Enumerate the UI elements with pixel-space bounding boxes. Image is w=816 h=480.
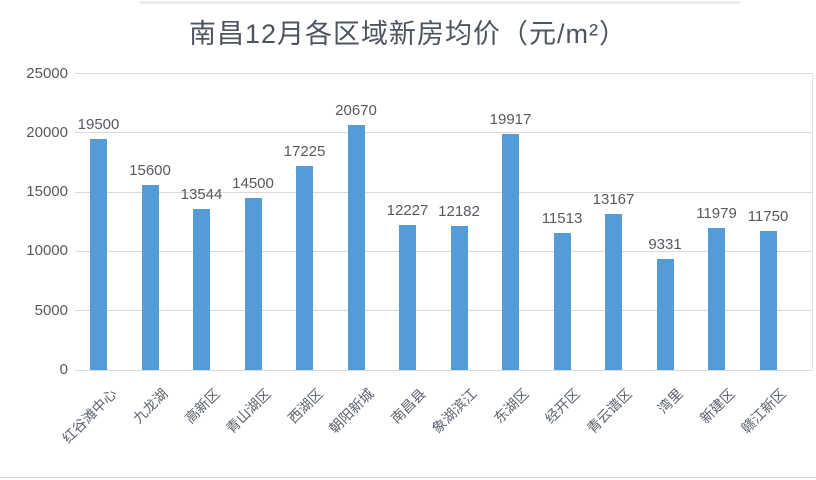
y-axis-tick-label: 25000 [26, 64, 68, 82]
bar [759, 230, 777, 370]
bar-value-label: 20670 [335, 101, 377, 119]
bar-value-label: 13167 [592, 190, 635, 208]
gridline [75, 132, 812, 134]
bar-value-label: 19500 [77, 115, 120, 133]
bar-value-label: 15600 [129, 161, 171, 179]
bar-value-label: 9331 [648, 236, 682, 254]
bar [347, 124, 365, 370]
y-axis-tick-label: 15000 [26, 183, 68, 201]
bar-value-label: 19917 [489, 110, 532, 128]
bar [193, 209, 210, 370]
bar [141, 184, 159, 370]
y-axis-tick-label: 10000 [26, 242, 68, 260]
gridline [75, 191, 812, 193]
gridline [75, 310, 812, 312]
y-axis-tick-label: 0 [59, 361, 68, 378]
gridline [75, 250, 812, 252]
bar-value-label: 11750 [747, 207, 789, 225]
bar [708, 227, 725, 370]
bar [399, 224, 416, 370]
bar-value-label: 14500 [232, 175, 274, 193]
bar [656, 259, 674, 370]
bar-value-label: 11513 [541, 210, 583, 228]
bar [553, 233, 571, 370]
bar [244, 198, 262, 370]
bar [90, 138, 107, 370]
gridline [75, 369, 812, 371]
plot-right-border [812, 73, 813, 371]
top-edge-artifact [140, 1, 740, 4]
gridline [75, 73, 812, 74]
y-axis-tick-label: 5000 [34, 301, 68, 319]
y-axis-tick-label: 20000 [26, 123, 68, 141]
bar-value-label: 13544 [180, 186, 223, 204]
bar [296, 165, 313, 370]
bar [605, 213, 622, 370]
bar-value-label: 11979 [696, 204, 737, 222]
bottom-edge-artifact [0, 477, 816, 478]
bar-value-label: 12182 [438, 202, 480, 220]
bar [502, 133, 519, 370]
bar [450, 225, 468, 370]
bar-value-label: 12227 [386, 201, 429, 219]
bar-value-label: 17225 [283, 142, 326, 160]
chart-title: 南昌12月各区域新房均价（元/m²） [188, 19, 627, 49]
